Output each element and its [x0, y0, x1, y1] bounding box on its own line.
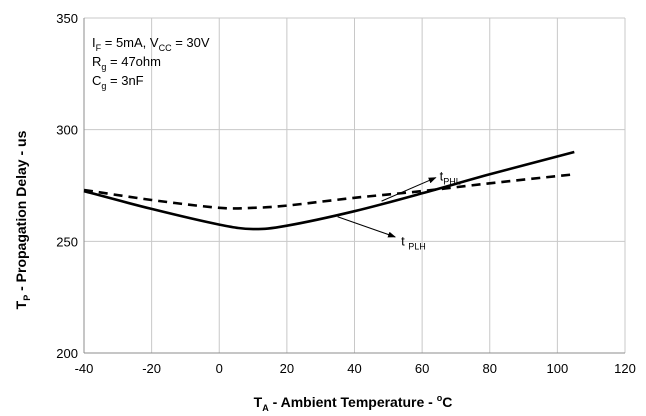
series-annotations: tPHL t PLH — [337, 169, 461, 251]
y-axis-title: TP - Propagation Delay - us — [13, 130, 32, 309]
y-tick-label: 200 — [56, 346, 78, 361]
grid-lines — [84, 17, 626, 353]
x-tick-label: 20 — [280, 361, 294, 376]
series-line-phl — [83, 173, 575, 210]
phl-arrow — [381, 177, 437, 202]
phl-label: tPHL — [440, 169, 461, 187]
x-tick-label: -40 — [75, 361, 94, 376]
x-tick-label: 80 — [483, 361, 497, 376]
x-axis-title: TA - Ambient Temperature - oC — [254, 393, 453, 413]
y-tick-labels: 200 250 300 350 — [56, 11, 78, 361]
x-tick-label: 40 — [347, 361, 361, 376]
y-tick-label: 350 — [56, 11, 78, 26]
x-tick-labels: -40 -20 0 20 40 60 80 100 120 — [75, 361, 636, 376]
condition-line: Cg = 3nF — [92, 73, 144, 91]
axes — [83, 18, 625, 354]
plh-arrow — [337, 216, 397, 238]
series-line-plh — [83, 150, 575, 231]
condition-line: Rg = 47ohm — [92, 54, 161, 72]
x-tick-label: 120 — [614, 361, 636, 376]
plh-label: t PLH — [401, 233, 426, 251]
y-tick-label: 300 — [56, 123, 78, 138]
x-tick-label: 60 — [415, 361, 429, 376]
condition-line: IF = 5mA, VCC = 30V — [92, 35, 210, 53]
x-tick-label: 0 — [216, 361, 223, 376]
x-tick-label: 100 — [547, 361, 569, 376]
x-tick-label: -20 — [142, 361, 161, 376]
data-series — [83, 150, 575, 231]
y-tick-label: 250 — [56, 234, 78, 249]
